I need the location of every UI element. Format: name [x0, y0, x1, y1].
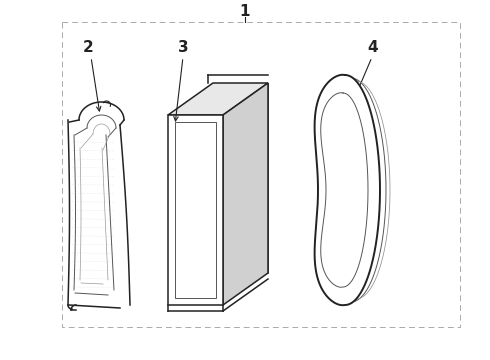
Text: 3: 3	[178, 40, 188, 55]
Bar	[168, 115, 223, 305]
Bar	[175, 122, 216, 298]
Polygon shape	[223, 83, 268, 305]
Polygon shape	[213, 83, 268, 273]
Polygon shape	[315, 75, 380, 305]
Text: 2: 2	[83, 40, 94, 55]
Text: 1: 1	[240, 4, 250, 19]
Bar	[62, 22, 460, 327]
Text: 4: 4	[368, 40, 378, 55]
Polygon shape	[168, 83, 268, 115]
Polygon shape	[321, 93, 368, 287]
